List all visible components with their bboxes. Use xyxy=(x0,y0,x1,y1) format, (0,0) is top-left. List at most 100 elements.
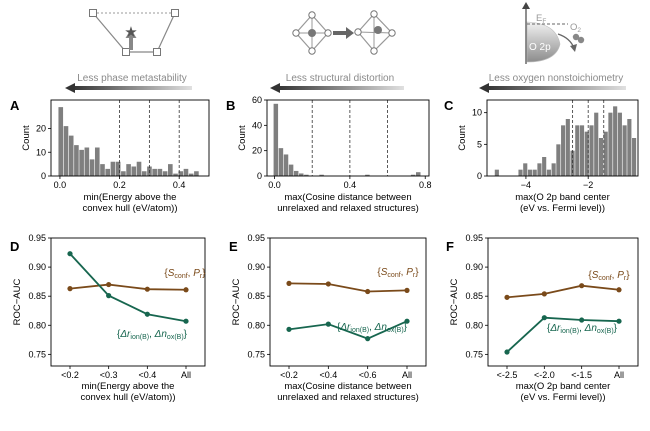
x-tick-label: <0.3 xyxy=(100,370,118,380)
series-line-scf xyxy=(69,283,187,291)
panel-c-histogram: C −4 −2 0 5 10 Count max(O 2p band center(eV vs… xyxy=(444,98,639,214)
histogram-bar xyxy=(546,169,551,176)
y-tick-label: 10 xyxy=(36,147,46,157)
histogram-bar xyxy=(565,119,570,176)
histogram-bar xyxy=(598,138,604,176)
panel-d-line-chart: D <0.2 <0.3 <0.4 All 0.75 0.80 0.85 0.90 0.95 ROC−… xyxy=(10,233,206,403)
x-tick-label: <0.4 xyxy=(138,370,156,380)
series-point-scf xyxy=(67,286,73,292)
x-axis-label: convex hull (eV/atom)) xyxy=(82,203,177,214)
plot-frame xyxy=(266,99,430,177)
y-tick-label: 0.95 xyxy=(28,233,46,243)
histogram-bar xyxy=(58,107,64,176)
histogram-bar xyxy=(532,169,537,176)
histogram-bar xyxy=(79,149,84,176)
band-shape xyxy=(526,21,561,63)
y-tick-label: 0.80 xyxy=(28,320,46,330)
x-axis-label: convex hull (eV/atom)) xyxy=(80,392,175,403)
y-tick-label: 20 xyxy=(252,146,262,156)
histogram-bar xyxy=(627,119,632,176)
y-tick-label: 0.80 xyxy=(465,320,483,330)
x-tick-label: <-2.0 xyxy=(534,370,555,380)
panel-f-line-chart: F <-2.5 <-2.0 <-1.5 All 0.75 0.80 0.85 0.90 0.95 R… xyxy=(446,233,639,403)
banner-c-text: Less oxygen nonstoichiometry xyxy=(489,73,624,84)
x-tick-label: −4 xyxy=(521,180,531,190)
banner-arrow-icon xyxy=(486,86,626,90)
x-tick-label: All xyxy=(181,370,191,380)
series-point-scf xyxy=(106,281,112,288)
histogram-bar xyxy=(622,125,627,176)
x-tick-label: <-2.5 xyxy=(497,370,518,380)
histogram-bar xyxy=(410,174,416,176)
x-tick-label: All xyxy=(402,370,412,380)
banner-b-text: Less structural distortion xyxy=(286,73,394,84)
series-point-dr xyxy=(325,321,331,327)
x-tick-label: All xyxy=(614,370,624,380)
structure-relaxed-icon xyxy=(354,10,396,55)
x-axis-label: min(Energy above the xyxy=(82,381,175,392)
histogram-bar xyxy=(570,150,575,176)
histogram-bar xyxy=(319,174,324,176)
panel-letter: F xyxy=(446,239,454,254)
panel-letter: D xyxy=(10,239,19,254)
y-tick-label: 0.75 xyxy=(247,349,265,359)
series-point-dr xyxy=(404,318,410,324)
banner-a: Less phase metastability xyxy=(65,73,192,93)
series-point-dr xyxy=(106,293,112,299)
histogram-bar xyxy=(157,168,163,176)
histogram-bar xyxy=(537,163,542,176)
y-tick-label: 60 xyxy=(252,95,262,105)
legend-dr: {Δrion(B), Δnox(B)} xyxy=(117,329,188,341)
plot-frame xyxy=(487,237,639,367)
series-point-dr xyxy=(504,349,510,355)
structure-unrelaxed-icon xyxy=(292,11,332,55)
histogram-bar xyxy=(594,112,599,176)
series-line-dr xyxy=(288,320,408,340)
x-tick-label: 0.0 xyxy=(268,180,281,190)
y-tick-label: 0.95 xyxy=(247,233,265,243)
histogram-bar xyxy=(100,164,105,176)
panel-letter: C xyxy=(444,98,454,113)
y-axis-label: Count xyxy=(21,125,32,151)
y-tick-label: 0 xyxy=(477,171,482,181)
hull-outline xyxy=(92,12,176,53)
series-point-scf xyxy=(183,287,189,293)
histogram-bar xyxy=(131,166,137,176)
histogram-bar xyxy=(579,125,585,176)
x-axis-label: unrelaxed and relaxed structures) xyxy=(277,392,419,403)
y-tick-label: 0.75 xyxy=(28,349,46,359)
histogram-bar xyxy=(84,147,90,176)
histogram-bar xyxy=(162,171,168,176)
o2p-label: O 2p xyxy=(529,42,551,53)
y-tick-label: 0.85 xyxy=(247,291,265,301)
y-tick-label: 0.90 xyxy=(465,262,483,272)
panel-letter: B xyxy=(226,98,235,113)
x-axis-label: unrelaxed and relaxed structures) xyxy=(277,203,419,214)
hull-vertex xyxy=(171,9,179,17)
series-point-scf xyxy=(504,294,510,300)
histogram-bar xyxy=(168,164,173,176)
histogram-bar xyxy=(273,103,279,176)
o2-label: O2 xyxy=(570,22,581,34)
series-point-dr xyxy=(286,326,292,332)
histogram-bar xyxy=(584,131,589,176)
y-axis-label: ROC−AUC xyxy=(231,279,242,326)
histogram-bar xyxy=(152,168,157,176)
y-tick-label: 0.90 xyxy=(247,262,265,272)
histogram-bar xyxy=(603,131,608,176)
hull-vertex xyxy=(153,48,161,56)
banner-arrow-icon xyxy=(277,86,404,90)
histogram-bar xyxy=(105,168,111,176)
series-point-dr xyxy=(616,318,622,324)
histogram-bar xyxy=(136,161,142,176)
plot-frame xyxy=(269,237,427,367)
histogram-bar xyxy=(173,173,178,176)
histogram-bar xyxy=(278,148,284,176)
histogram-bar xyxy=(561,125,566,176)
x-axis-label: min(Energy above the xyxy=(84,192,177,203)
hull-vertex xyxy=(122,48,130,56)
histogram-bar xyxy=(632,138,637,176)
hull-arrow-icon xyxy=(125,29,137,50)
histogram-bar xyxy=(304,174,309,176)
series-point-dr xyxy=(67,251,73,257)
